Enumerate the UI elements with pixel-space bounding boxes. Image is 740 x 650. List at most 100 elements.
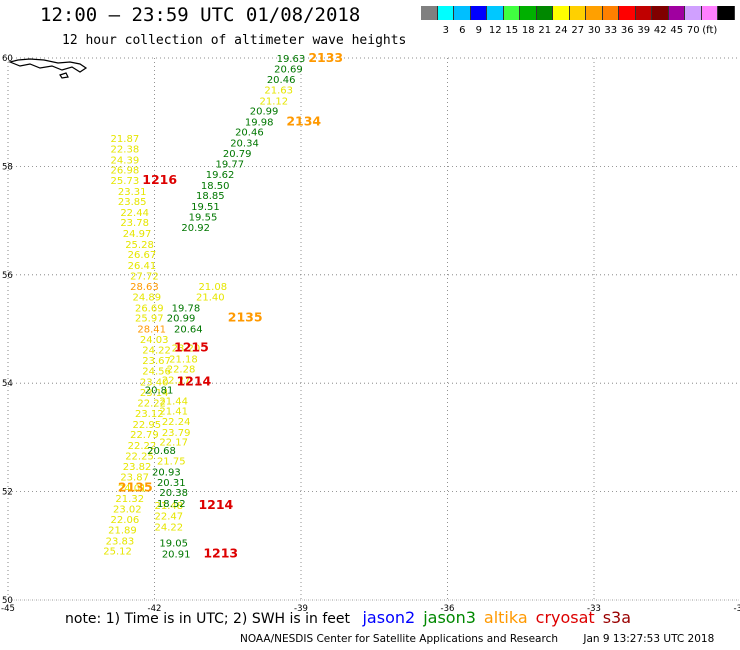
wave-height-label: 23.67 (142, 356, 171, 367)
color-swatch (652, 6, 669, 20)
wave-height-label: 20.93 (152, 468, 181, 479)
satellite-legend-item: jason2 (362, 608, 416, 627)
lat-tick-label: 60 (2, 54, 13, 64)
lon-tick-label: -33 (587, 604, 601, 614)
color-scale-label: 36 (620, 25, 634, 36)
wave-height-label: 22.47 (155, 511, 184, 522)
wave-height-label: 20.68 (147, 446, 176, 457)
credit-org: NOAA/NESDIS Center for Satellite Applica… (240, 633, 558, 645)
wave-height-label: 22.44 (120, 208, 149, 219)
wave-height-label: 19.05 (159, 539, 188, 550)
wave-height-label: 19.78 (172, 303, 201, 314)
wave-height-label: 26.67 (128, 250, 157, 261)
wave-height-label: 23.79 (162, 428, 191, 439)
wave-height-label: 23.12 (135, 409, 164, 420)
wave-height-label: 28.41 (137, 324, 166, 335)
wave-height-label: 24.56 (142, 367, 171, 378)
color-scale-label: 24 (554, 25, 568, 36)
color-scale-label: 9 (475, 25, 482, 36)
pass-number-label: 2135 (118, 479, 153, 494)
wave-height-label: 18.50 (201, 181, 230, 192)
wave-height-label: 20.69 (274, 64, 303, 75)
wave-height-label: 20.38 (159, 488, 188, 499)
wave-height-label: 21.32 (115, 494, 144, 505)
wave-height-label: 20.81 (145, 386, 174, 397)
color-swatch (602, 6, 619, 20)
lat-tick-label: 52 (2, 488, 13, 498)
satellite-legend-item: altika (483, 608, 528, 627)
color-scale-label: 33 (604, 25, 618, 36)
wave-height-label: 20.46 (267, 75, 296, 86)
wave-height-label: 24.89 (133, 292, 162, 303)
wave-height-label: 20.46 (235, 128, 264, 139)
color-swatch (619, 6, 636, 20)
lon-tick-label: -45 (1, 604, 15, 614)
wave-height-label: 19.98 (245, 117, 274, 128)
wave-height-label: 22.22 (128, 441, 157, 452)
lon-tick-label: -39 (294, 604, 308, 614)
wave-height-label: 28.63 (130, 282, 159, 293)
wave-height-label: 26.69 (135, 303, 164, 314)
pass-number-label: 2135 (228, 310, 263, 325)
lat-tick-label: 54 (2, 379, 13, 389)
wave-height-label: 24.03 (140, 335, 169, 346)
lon-tick-label: -36 (441, 604, 455, 614)
color-scale-label: 3 (442, 25, 449, 36)
color-swatch (701, 6, 718, 20)
wave-height-label: 24.22 (155, 522, 184, 533)
wave-height-label: 25.12 (103, 547, 132, 558)
map-frame (7, 57, 740, 601)
wave-height-label: 27.72 (130, 271, 159, 282)
map-subtitle: 12 hour collection of altimeter wave hei… (62, 33, 407, 48)
wave-height-label: 23.20 (172, 343, 201, 354)
lat-tick-label: 56 (2, 271, 13, 281)
wave-height-label: 20.31 (157, 478, 186, 489)
lat-tick-label: 50 (2, 596, 13, 606)
wave-height-label: 21.41 (159, 406, 188, 417)
color-swatch (586, 6, 603, 20)
lat-lon-grid: -45 -42 -39 -36 -33 -30 60 58 56 54 52 50 (1, 54, 740, 614)
color-swatch (470, 6, 487, 20)
color-swatch (668, 6, 685, 20)
credit-line: NOAA/NESDIS Center for Satellite Applica… (240, 633, 736, 645)
wave-height-label: 21.44 (159, 397, 188, 408)
pass-number-label: 1213 (203, 545, 238, 560)
wave-height-label: 22.79 (130, 430, 159, 441)
lon-tick-label: -42 (148, 604, 162, 614)
wave-height-label: 21.48 (155, 501, 184, 512)
wave-height-label: 22.38 (111, 145, 140, 156)
color-swatch (718, 6, 735, 20)
color-scale-label: 27 (571, 25, 585, 36)
wave-height-label: 22.17 (159, 438, 188, 449)
wave-height-label: 25.97 (135, 314, 164, 325)
wave-height-label: 26.98 (111, 166, 140, 177)
color-swatch (553, 6, 570, 20)
legend-note: note: 1) Time is in UTC; 2) SWH is in fe… (65, 611, 351, 627)
pass-number-label: 1216 (142, 172, 177, 187)
color-scale-label: 15 (505, 25, 519, 36)
satellite-pass-labels: 2133 2134 2135 2135 1216 1215 1214 1214 1213 (118, 50, 343, 560)
pass-number-label: 1215 (174, 339, 209, 354)
coastline (8, 58, 88, 79)
color-swatch (421, 6, 438, 20)
color-scale-label: 42 (653, 25, 667, 36)
wave-height-label: 19.62 (206, 170, 235, 181)
wave-height-label: 20.91 (162, 549, 191, 560)
wave-height-label: 20.64 (174, 324, 203, 335)
wave-height-label: 24.97 (123, 229, 152, 240)
wave-height-label: 18.52 (157, 499, 186, 510)
wave-height-label: 23.31 (118, 187, 147, 198)
wave-height-label: 20.99 (250, 107, 279, 118)
color-scale-label: 45 (670, 25, 684, 36)
wave-height-label: 21.18 (169, 354, 198, 365)
map-title: 12:00 – 23:59 UTC 01/08/2018 (40, 4, 361, 26)
wave-height-label: 23.40 (140, 378, 169, 389)
wave-height-values: 21.8722.3824.3926.9825.7323.3123.8522.44… (103, 54, 305, 560)
wave-height-label: 19.55 (189, 212, 218, 223)
color-swatch (487, 6, 504, 20)
wave-height-label: 23.78 (120, 218, 149, 229)
wave-height-label: 20.34 (230, 139, 259, 150)
wave-height-label: 22.28 (167, 365, 196, 376)
color-scale-label: (ft) (702, 25, 718, 36)
wave-height-label: 21.75 (157, 457, 186, 468)
